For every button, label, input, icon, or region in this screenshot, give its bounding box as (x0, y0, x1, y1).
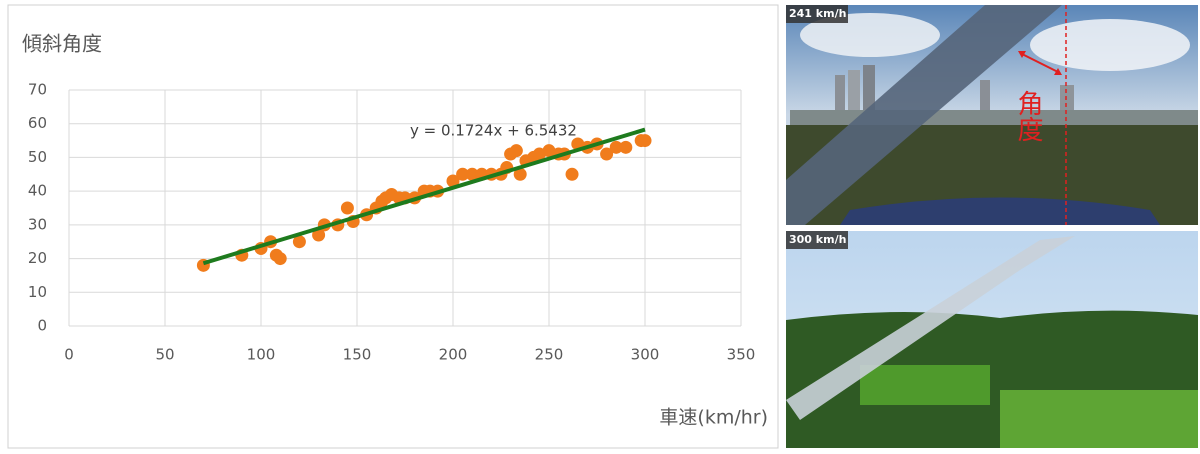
y-axis-label: 傾斜角度 (22, 32, 102, 56)
point (340, 201, 354, 215)
y-tick-label: 20 (28, 249, 47, 267)
y-tick-label: 60 (28, 114, 47, 132)
x-tick-label: 250 (535, 346, 564, 364)
point (456, 167, 470, 181)
x-tick-label: 350 (727, 346, 756, 364)
point (465, 167, 479, 181)
x-tick-label: 100 (247, 346, 276, 364)
x-axis-label: 車速(km/hr) (659, 407, 768, 429)
x-tick-label: 200 (439, 346, 468, 364)
y-tick-label: 10 (28, 283, 47, 301)
trendline-equation: y = 0.1724x + 6.5432 (410, 122, 577, 140)
speed-label: 300 km/h (789, 233, 846, 246)
point (609, 140, 623, 154)
point (600, 147, 614, 161)
point (638, 134, 652, 148)
y-tick-label: 30 (28, 215, 47, 233)
angle-annotation: 角度 (1013, 90, 1043, 142)
point (513, 167, 527, 181)
speed-label: 241 km/h (789, 7, 846, 20)
point (312, 228, 326, 242)
point (273, 252, 287, 266)
y-tick-label: 40 (28, 182, 47, 200)
point (619, 140, 633, 154)
x-tick-label: 0 (64, 346, 74, 364)
point (446, 174, 460, 188)
x-tick-label: 150 (343, 346, 372, 364)
x-tick-label: 300 (631, 346, 660, 364)
chart-frame (7, 4, 779, 449)
photo-bottom: 300 km/h (786, 231, 1198, 448)
y-tick-label: 50 (28, 148, 47, 166)
point (509, 144, 523, 158)
trendline (202, 127, 646, 266)
x-tick-label: 50 (155, 346, 174, 364)
photo-top: 241 km/h 角度 (786, 5, 1198, 225)
point (292, 235, 306, 249)
y-tick-label: 0 (37, 317, 47, 335)
y-tick-label: 70 (28, 81, 47, 99)
point (565, 167, 579, 181)
